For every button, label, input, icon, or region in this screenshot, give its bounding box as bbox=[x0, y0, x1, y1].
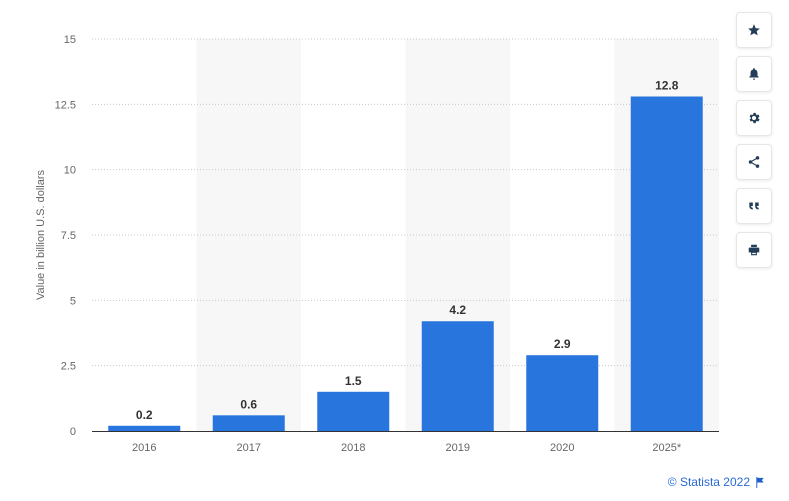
y-tick-label: 10 bbox=[64, 165, 76, 177]
y-tick-label: 12.5 bbox=[55, 99, 76, 111]
bar[interactable] bbox=[526, 355, 599, 431]
y-axis-ticks: 0 2.5 5 7.5 10 12.5 15 bbox=[55, 34, 76, 438]
bar-value-label: 12.8 bbox=[655, 78, 679, 92]
x-tick-label: 2016 bbox=[132, 442, 156, 454]
y-tick-label: 5 bbox=[70, 295, 76, 307]
x-tick-label: 2017 bbox=[237, 442, 261, 454]
y-axis-label: Value in billion U.S. dollars bbox=[35, 169, 47, 300]
bar[interactable] bbox=[317, 391, 390, 431]
bar-value-label: 0.6 bbox=[240, 397, 257, 411]
bar[interactable] bbox=[108, 425, 181, 431]
settings-button[interactable] bbox=[736, 100, 772, 136]
x-tick-label: 2020 bbox=[550, 442, 574, 454]
y-tick-label: 7.5 bbox=[61, 230, 76, 242]
y-tick-label: 15 bbox=[64, 34, 76, 46]
print-button[interactable] bbox=[736, 232, 772, 268]
bar-value-label: 2.9 bbox=[554, 337, 571, 351]
x-axis-ticks: 2016 2017 2018 2019 2020 2025* bbox=[132, 442, 682, 454]
bar-value-label: 4.2 bbox=[449, 303, 466, 317]
statista-credit[interactable]: © Statista 2022 bbox=[668, 475, 765, 489]
bar[interactable] bbox=[630, 96, 703, 431]
y-tick-label: 2.5 bbox=[61, 361, 76, 373]
x-tick-label: 2019 bbox=[446, 442, 470, 454]
bar[interactable] bbox=[421, 321, 494, 431]
bar-value-labels: 0.2 0.6 1.5 4.2 2.9 12.8 bbox=[136, 78, 679, 421]
quote-icon bbox=[749, 202, 759, 210]
favorite-button[interactable] bbox=[736, 12, 772, 48]
bars bbox=[108, 96, 703, 431]
bar-value-label: 0.2 bbox=[136, 408, 153, 422]
chart-toolbar bbox=[736, 12, 772, 268]
x-tick-label: 2018 bbox=[341, 442, 365, 454]
flag-icon bbox=[756, 476, 764, 488]
print-icon bbox=[748, 244, 760, 256]
x-tick-label: 2025* bbox=[652, 442, 681, 454]
bar[interactable] bbox=[212, 415, 285, 431]
star-icon bbox=[748, 24, 760, 36]
bar-value-label: 1.5 bbox=[345, 374, 362, 388]
share-button[interactable] bbox=[736, 144, 772, 180]
cite-button[interactable] bbox=[736, 188, 772, 224]
gear-icon bbox=[749, 112, 760, 124]
share-icon bbox=[748, 156, 760, 168]
bell-icon bbox=[749, 68, 759, 80]
notification-button[interactable] bbox=[736, 56, 772, 92]
grid-lines bbox=[92, 38, 719, 367]
y-tick-label: 0 bbox=[70, 426, 76, 438]
credit-text: © Statista 2022 bbox=[667, 475, 750, 489]
